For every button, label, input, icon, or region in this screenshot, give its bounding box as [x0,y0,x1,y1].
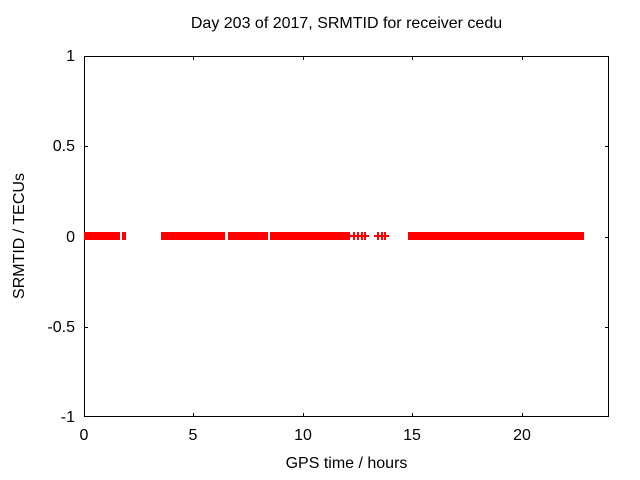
y-tick-label: -0.5 [47,319,75,336]
data-point-marker [364,232,366,240]
x-tick-label: 0 [79,427,89,444]
y-tick-label: 0 [66,229,75,246]
data-segment [228,232,268,240]
y-tick-mark [605,327,609,328]
y-tick-mark [84,146,88,147]
x-tick-label: 15 [403,427,421,444]
data-point-marker [384,232,386,240]
x-tick-mark [522,413,523,417]
data-segment [122,232,126,240]
y-tick-mark [605,146,609,147]
x-tick-mark [522,56,523,60]
x-tick-mark [193,413,194,417]
x-tick-label: 20 [513,427,531,444]
data-segment [161,232,225,240]
data-segment [408,232,584,240]
x-tick-mark [412,56,413,60]
y-tick-label: -1 [60,409,75,426]
x-tick-mark [412,413,413,417]
x-tick-mark [303,413,304,417]
x-tick-label: 5 [188,427,198,444]
x-axis-label: GPS time / hours [285,455,408,472]
data-segment [270,232,350,240]
y-tick-label: 0.5 [52,138,75,155]
y-tick-mark [605,237,609,238]
chart-title: Day 203 of 2017, SRMTID for receiver ced… [190,15,503,32]
x-tick-mark [303,56,304,60]
x-tick-label: 10 [294,427,312,444]
data-segment [84,232,120,240]
y-tick-mark [84,327,88,328]
x-tick-mark [193,56,194,60]
y-tick-label: 1 [66,48,75,65]
